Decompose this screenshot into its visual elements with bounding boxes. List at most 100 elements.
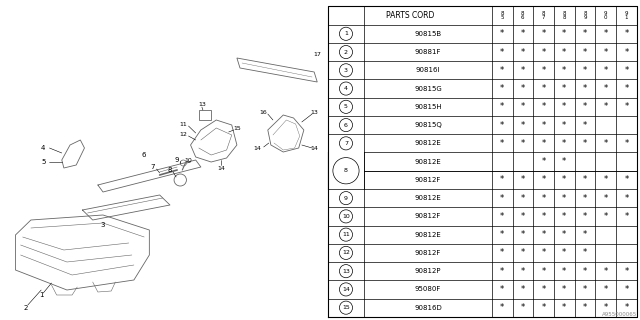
Text: *: * xyxy=(625,139,628,148)
Text: *: * xyxy=(500,48,504,57)
Text: 90816I: 90816I xyxy=(416,67,440,73)
Text: 15: 15 xyxy=(233,125,241,131)
Text: *: * xyxy=(583,102,587,111)
Text: 9
0: 9 0 xyxy=(604,11,607,20)
Text: 2: 2 xyxy=(344,50,348,54)
Text: 1: 1 xyxy=(39,292,44,298)
Text: 4: 4 xyxy=(41,145,45,151)
Text: *: * xyxy=(541,66,546,75)
Text: 90815G: 90815G xyxy=(414,85,442,92)
Text: *: * xyxy=(625,267,628,276)
Text: 90812P: 90812P xyxy=(415,268,442,274)
Text: *: * xyxy=(562,212,566,221)
Text: 6: 6 xyxy=(142,152,147,158)
Text: *: * xyxy=(500,303,504,312)
Text: *: * xyxy=(541,175,546,184)
Text: *: * xyxy=(604,48,608,57)
Text: *: * xyxy=(625,48,628,57)
Text: 90812E: 90812E xyxy=(415,232,442,238)
Text: 11: 11 xyxy=(342,232,350,237)
Text: *: * xyxy=(583,139,587,148)
Text: *: * xyxy=(521,102,525,111)
Text: 13: 13 xyxy=(342,269,350,274)
Text: *: * xyxy=(562,303,566,312)
Text: 90812F: 90812F xyxy=(415,213,441,220)
Text: *: * xyxy=(541,102,546,111)
Text: *: * xyxy=(521,230,525,239)
Text: *: * xyxy=(625,66,628,75)
Text: 7: 7 xyxy=(150,164,155,170)
Text: *: * xyxy=(625,285,628,294)
Text: 14: 14 xyxy=(253,146,261,150)
Text: *: * xyxy=(541,139,546,148)
Text: *: * xyxy=(500,285,504,294)
Text: *: * xyxy=(541,157,546,166)
Text: *: * xyxy=(521,121,525,130)
Text: *: * xyxy=(562,285,566,294)
Text: *: * xyxy=(562,248,566,257)
Text: *: * xyxy=(541,248,546,257)
Text: *: * xyxy=(521,303,525,312)
Text: *: * xyxy=(500,121,504,130)
Text: *: * xyxy=(604,175,608,184)
Text: *: * xyxy=(562,66,566,75)
Text: 90815B: 90815B xyxy=(415,31,442,37)
Text: *: * xyxy=(604,212,608,221)
Text: *: * xyxy=(562,194,566,203)
Text: *: * xyxy=(500,248,504,257)
Text: *: * xyxy=(521,84,525,93)
Text: *: * xyxy=(583,66,587,75)
Text: PARTS CORD: PARTS CORD xyxy=(385,11,434,20)
Text: *: * xyxy=(583,48,587,57)
Text: *: * xyxy=(541,84,546,93)
Bar xyxy=(328,152,364,189)
Text: *: * xyxy=(604,285,608,294)
Text: *: * xyxy=(521,248,525,257)
Text: *: * xyxy=(583,212,587,221)
Text: 14: 14 xyxy=(218,165,225,171)
Text: *: * xyxy=(500,267,504,276)
Text: 3: 3 xyxy=(100,222,105,228)
Text: 14: 14 xyxy=(310,146,318,150)
Text: 7: 7 xyxy=(344,141,348,146)
Text: 8
5: 8 5 xyxy=(500,11,504,20)
Text: 11: 11 xyxy=(179,123,188,127)
Text: *: * xyxy=(521,194,525,203)
Text: *: * xyxy=(500,84,504,93)
Text: 12: 12 xyxy=(342,250,350,255)
Text: 90812E: 90812E xyxy=(415,159,442,164)
Text: *: * xyxy=(541,267,546,276)
Text: 13: 13 xyxy=(310,109,318,115)
Text: *: * xyxy=(604,267,608,276)
Text: *: * xyxy=(562,267,566,276)
Text: *: * xyxy=(583,248,587,257)
Text: *: * xyxy=(521,267,525,276)
Text: *: * xyxy=(604,303,608,312)
Text: *: * xyxy=(583,175,587,184)
Text: *: * xyxy=(625,303,628,312)
Text: 8
8: 8 8 xyxy=(563,11,566,20)
Text: *: * xyxy=(562,84,566,93)
Text: *: * xyxy=(562,121,566,130)
Text: 17: 17 xyxy=(314,52,321,58)
Text: *: * xyxy=(562,175,566,184)
Text: *: * xyxy=(541,29,546,38)
Text: *: * xyxy=(604,139,608,148)
Text: 9: 9 xyxy=(175,157,179,163)
Text: *: * xyxy=(583,29,587,38)
Text: *: * xyxy=(583,267,587,276)
Text: *: * xyxy=(500,194,504,203)
Text: *: * xyxy=(583,121,587,130)
Text: *: * xyxy=(541,285,546,294)
Text: *: * xyxy=(541,121,546,130)
Text: *: * xyxy=(562,230,566,239)
Text: *: * xyxy=(541,212,546,221)
Text: A955000065: A955000065 xyxy=(602,312,637,317)
Text: 90812F: 90812F xyxy=(415,177,441,183)
Text: *: * xyxy=(625,212,628,221)
Text: 3: 3 xyxy=(344,68,348,73)
Text: 9: 9 xyxy=(344,196,348,201)
Text: *: * xyxy=(541,48,546,57)
Text: 4: 4 xyxy=(344,86,348,91)
Text: *: * xyxy=(604,84,608,93)
